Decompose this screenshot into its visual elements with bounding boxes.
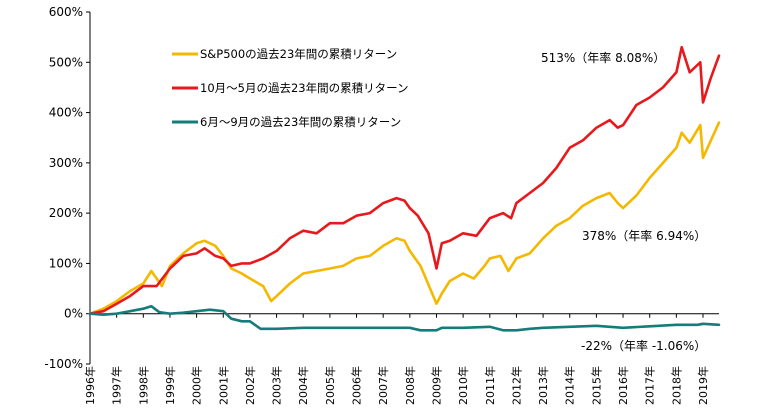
series-line-2	[88, 304, 721, 332]
series-line-1	[88, 45, 721, 315]
x-tick-label: 2016年	[616, 366, 630, 405]
series-line-0	[88, 121, 721, 315]
x-tick-label: 2002年	[243, 366, 257, 405]
x-tick-label: 1998年	[136, 366, 150, 405]
x-tick-label: 2019年	[696, 366, 710, 405]
x-tick-label: 2000年	[190, 366, 204, 405]
annotation-label-1: 378%（年率 6.94%）	[582, 228, 706, 243]
x-tick-label: 2009年	[429, 366, 443, 405]
x-tick-label: 2004年	[296, 366, 310, 405]
x-tick-label: 1997年	[110, 366, 124, 405]
x-tick-label: 2017年	[643, 366, 657, 405]
x-tick-label: 2007年	[376, 366, 390, 405]
x-tick-label: 2012年	[509, 366, 523, 405]
x-tick-label: 2003年	[270, 366, 284, 405]
x-tick-label: 2013年	[536, 366, 550, 405]
y-tick-label: 400%	[49, 106, 83, 120]
y-tick-label: 0%	[64, 307, 83, 321]
legend-label-2: 6月～9月の過去23年間の累積リターン	[200, 115, 401, 129]
x-tick-label: 2006年	[350, 366, 364, 405]
annotation-label-2: -22%（年率 -1.06%）	[581, 338, 706, 353]
x-tick-label: 2011年	[483, 366, 497, 405]
y-tick-label: 500%	[49, 55, 83, 69]
y-tick-label: 100%	[49, 256, 83, 270]
x-tick-label: 2018年	[669, 366, 683, 405]
y-tick-label: -100%	[44, 357, 83, 371]
x-tick-label: 2008年	[403, 366, 417, 405]
y-tick-label: 600%	[49, 5, 83, 19]
y-tick-label: 300%	[49, 156, 83, 170]
x-tick-label: 2014年	[563, 366, 577, 405]
x-tick-label: 2015年	[589, 366, 603, 405]
x-tick-label: 2010年	[456, 366, 470, 405]
x-tick-label: 1996年	[83, 366, 97, 405]
x-tick-label: 2005年	[323, 366, 337, 405]
legend-label-1: 10月～5月の過去23年間の累積リターン	[200, 81, 409, 95]
x-tick-label: 2001年	[216, 366, 230, 405]
y-tick-label: 200%	[49, 206, 83, 220]
x-tick-label: 1999年	[163, 366, 177, 405]
annotation-label-0: 513%（年率 8.08%）	[541, 50, 665, 65]
legend-label-0: S&P500の過去23年間の累積リターン	[200, 47, 397, 61]
